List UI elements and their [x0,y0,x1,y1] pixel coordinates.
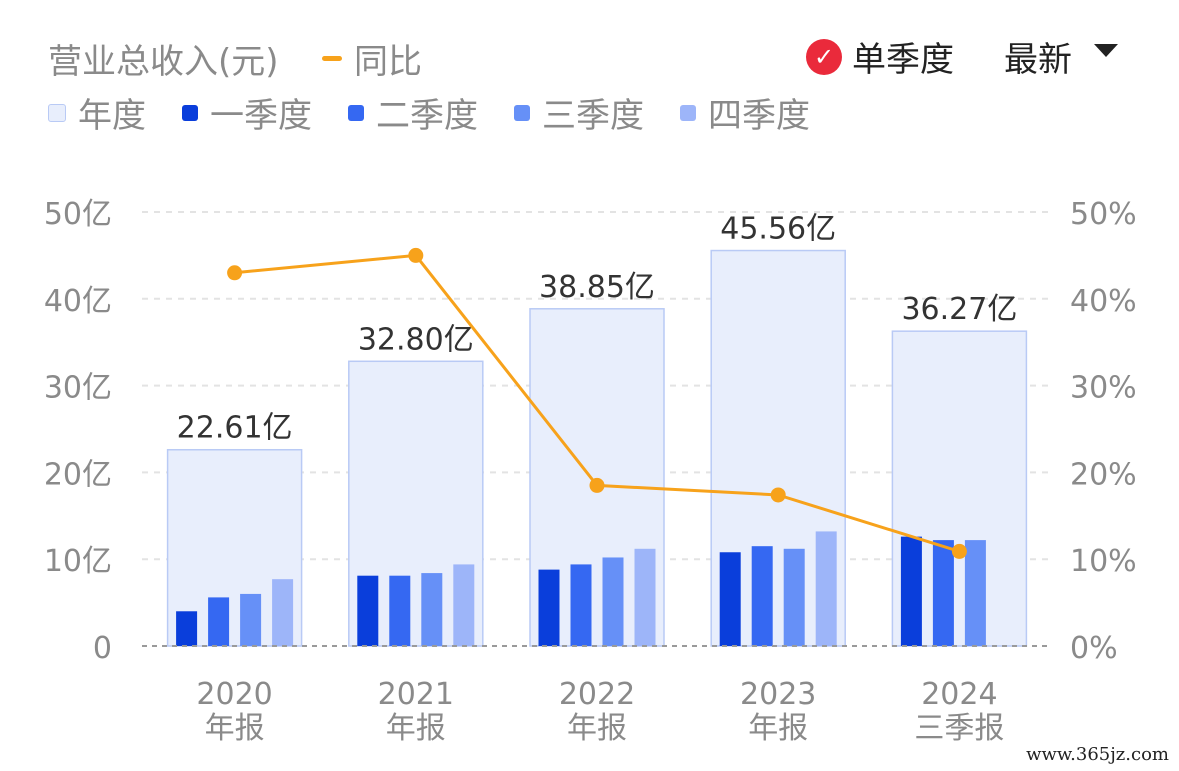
x-tick-year: 2020 [196,677,272,712]
legend-label: 三季度 [542,96,644,136]
yoy-legend-label: 同比 [354,42,422,82]
legend-label: 二季度 [376,96,478,136]
legend-item: 二季度 [348,88,478,137]
x-tick-year: 2023 [740,677,816,712]
yoy-legend: 同比 [322,34,422,83]
quarter-bar [751,546,773,646]
y2-tick-label: 20% [1070,457,1137,492]
quarter-bar [719,552,741,646]
annual-value-label: 22.61亿 [177,411,293,446]
x-tick-year: 2022 [559,677,635,712]
quarter-bar [208,597,230,646]
single-quarter-toggle[interactable]: ✓ 单季度 [806,32,954,81]
y2-tick-label: 10% [1070,544,1137,579]
sort-dropdown[interactable]: 最新 [1004,32,1118,81]
y-tick-label: 30亿 [44,371,112,406]
chart-title: 营业总收入(元) [48,42,279,82]
yoy-point [408,247,424,263]
legend-swatch [348,104,364,121]
legend-swatch [680,104,696,121]
quarter-bar [389,575,411,646]
x-tick-period: 年报 [205,711,265,746]
x-tick-period: 三季报 [914,711,1004,746]
yoy-point [770,487,786,503]
y-tick-label: 40亿 [44,284,112,319]
quarter-bar [815,531,837,646]
caret-down-icon [1094,44,1118,57]
yoy-point [589,477,605,493]
quarter-bar [634,548,656,646]
y2-tick-label: 50% [1070,197,1137,232]
x-tick-year: 2024 [921,677,997,712]
yoy-line-swatch [322,56,342,61]
legend-swatch [182,104,198,121]
quarter-bar [570,564,592,646]
legend-label: 年度 [78,96,146,136]
y-tick-label: 0 [93,631,112,666]
sort-label: 最新 [1004,40,1072,80]
legend-swatch [514,104,530,121]
quarter-bar [538,569,560,646]
legend-item: 年度 [48,88,146,137]
quarter-bar [272,579,294,646]
quarter-bar [357,575,379,646]
y2-tick-label: 40% [1070,284,1137,319]
y2-tick-label: 30% [1070,371,1137,406]
yoy-point [951,543,967,559]
x-tick-period: 年报 [748,711,808,746]
quarter-bar [783,548,805,646]
y-tick-label: 10亿 [44,544,112,579]
legend-label: 一季度 [210,96,312,136]
legend-item: 四季度 [680,88,810,137]
legend: 年度 一季度 二季度 三季度 四季度 [48,88,846,137]
check-icon: ✓ [806,38,842,75]
annual-value-label: 38.85亿 [539,270,655,305]
y2-tick-label: 0% [1070,631,1118,666]
x-tick-period: 年报 [386,711,446,746]
annual-value-label: 36.27亿 [901,292,1017,327]
quarter-bar [453,564,475,646]
quarter-bar [964,540,986,646]
yoy-point [227,265,243,281]
single-quarter-label: 单季度 [852,40,954,80]
quarter-bar [900,536,922,646]
quarter-bar [932,540,954,646]
quarter-bar [240,593,262,646]
x-tick-period: 年报 [567,711,627,746]
x-tick-year: 2021 [378,677,454,712]
y-tick-label: 20亿 [44,457,112,492]
legend-swatch [48,103,66,122]
annual-value-label: 45.56亿 [720,212,836,247]
quarter-bar [176,611,198,646]
legend-item: 三季度 [514,88,644,137]
quarter-bar [602,557,624,646]
annual-value-label: 32.80亿 [358,322,474,357]
legend-item: 一季度 [182,88,312,137]
watermark: www.365jz.com [1026,744,1169,765]
y-tick-label: 50亿 [44,197,112,232]
legend-label: 四季度 [708,96,810,136]
quarter-bar [421,573,443,646]
